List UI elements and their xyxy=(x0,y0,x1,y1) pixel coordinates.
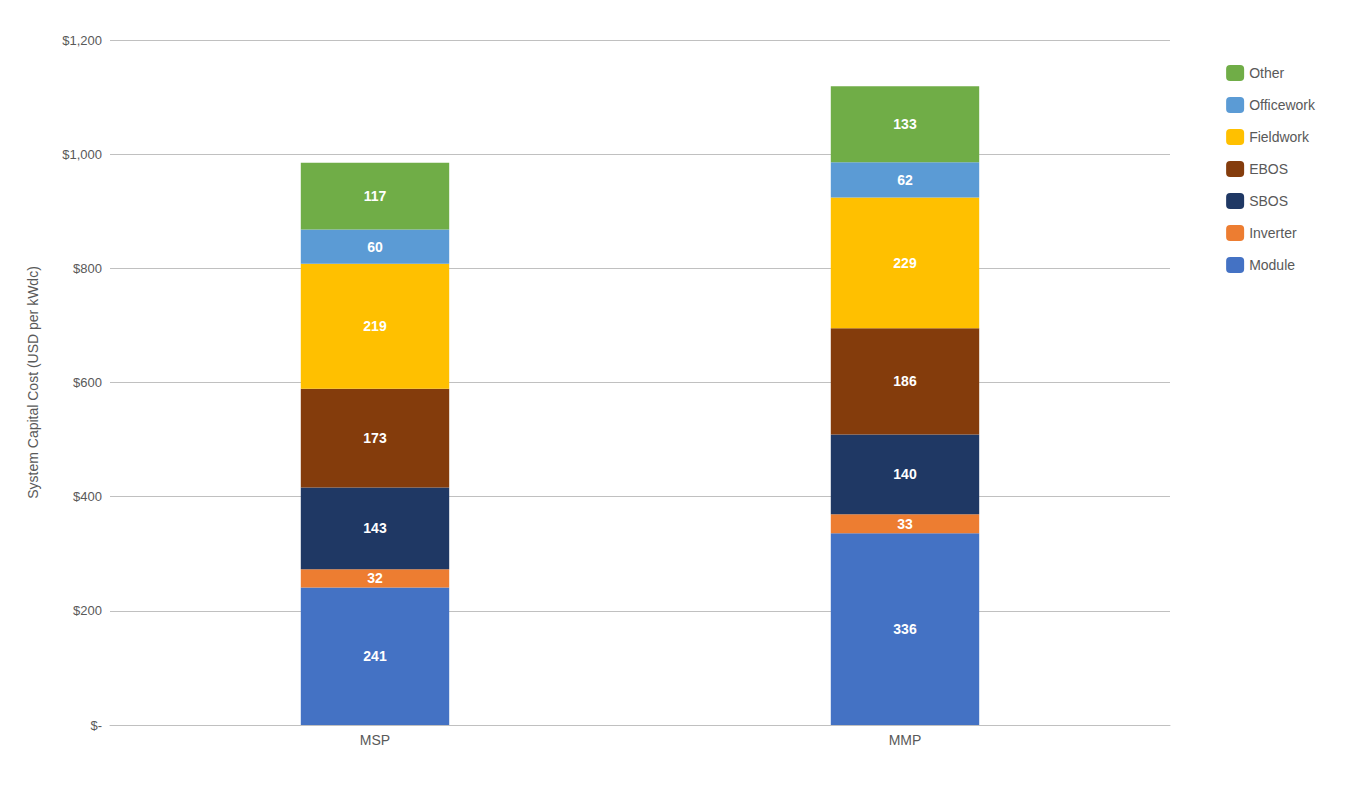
svg-text:32: 32 xyxy=(367,570,383,586)
svg-text:$-: $- xyxy=(90,718,102,733)
svg-text:MSP: MSP xyxy=(360,732,390,748)
svg-text:62: 62 xyxy=(897,172,913,188)
svg-text:EBOS: EBOS xyxy=(1249,161,1288,177)
svg-text:System Capital Cost (USD per k: System Capital Cost (USD per kWdc) xyxy=(25,266,41,499)
svg-text:SBOS: SBOS xyxy=(1249,193,1288,209)
svg-text:MMP: MMP xyxy=(889,732,922,748)
svg-text:Other: Other xyxy=(1249,65,1284,81)
svg-text:173: 173 xyxy=(363,430,387,446)
svg-text:140: 140 xyxy=(893,466,917,482)
svg-text:336: 336 xyxy=(893,621,917,637)
svg-text:241: 241 xyxy=(363,648,387,664)
svg-text:133: 133 xyxy=(893,116,917,132)
svg-text:33: 33 xyxy=(897,516,913,532)
svg-text:$200: $200 xyxy=(73,603,102,618)
svg-text:$1,200: $1,200 xyxy=(62,33,102,48)
svg-text:143: 143 xyxy=(363,520,387,536)
svg-text:$600: $600 xyxy=(73,375,102,390)
svg-text:$400: $400 xyxy=(73,489,102,504)
svg-text:$800: $800 xyxy=(73,261,102,276)
svg-text:Inverter: Inverter xyxy=(1249,225,1297,241)
svg-text:Fieldwork: Fieldwork xyxy=(1249,129,1310,145)
svg-text:60: 60 xyxy=(367,239,383,255)
svg-text:Module: Module xyxy=(1249,257,1295,273)
svg-text:219: 219 xyxy=(363,318,387,334)
svg-text:117: 117 xyxy=(364,188,387,204)
svg-text:186: 186 xyxy=(893,373,917,389)
svg-text:Officework: Officework xyxy=(1249,97,1316,113)
svg-text:229: 229 xyxy=(893,255,917,271)
svg-text:$1,000: $1,000 xyxy=(62,147,102,162)
